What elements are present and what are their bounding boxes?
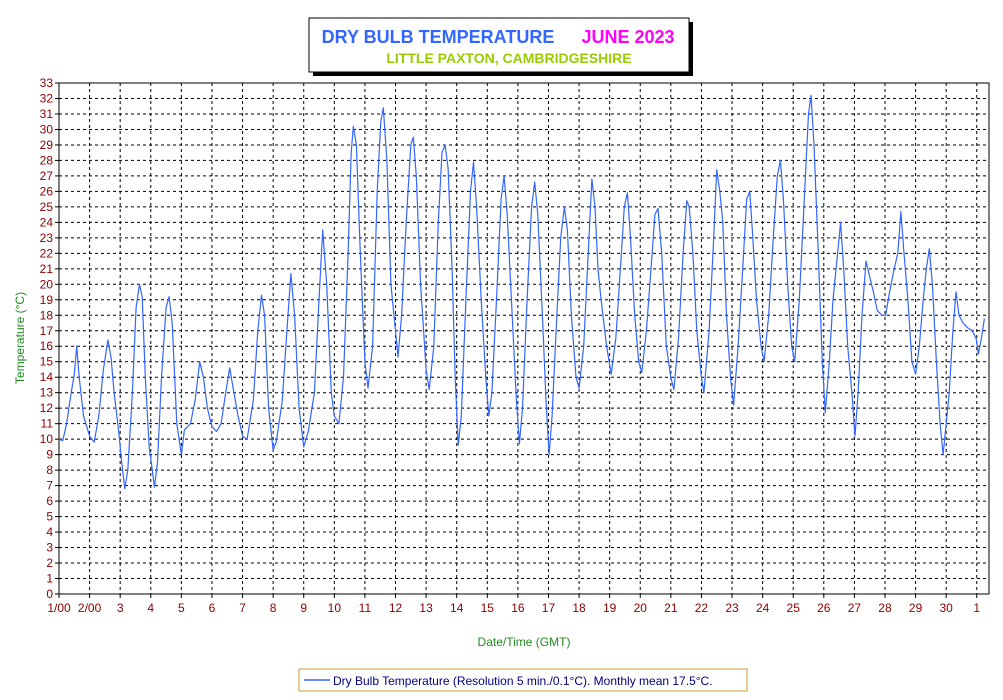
y-tick-label: 8 (46, 463, 53, 477)
y-tick-label: 7 (46, 479, 53, 493)
y-tick-label: 13 (40, 386, 54, 400)
x-tick-label: 30 (939, 601, 953, 615)
series-line-dry-bulb-temperature (58, 94, 985, 490)
x-tick-label: 12 (389, 601, 403, 615)
y-tick-label: 14 (40, 370, 54, 384)
x-tick-label: 19 (603, 601, 617, 615)
y-tick-label: 31 (40, 107, 54, 121)
x-tick-label: 11 (359, 601, 372, 615)
title-box-frame (308, 17, 690, 73)
x-tick-label: 8 (270, 601, 277, 615)
x-tick-label: 4 (147, 601, 154, 615)
y-tick-label: 33 (40, 76, 54, 90)
y-tick-label: 15 (40, 355, 54, 369)
y-tick-label: 25 (40, 200, 54, 214)
x-tick-label: 1/00 (47, 601, 71, 615)
x-tick-label: 9 (300, 601, 307, 615)
x-tick-label: 22 (695, 601, 709, 615)
x-tick-label: 17 (542, 601, 556, 615)
x-tick-label: 21 (664, 601, 678, 615)
chart-title-period: JUNE 2023 (581, 27, 674, 47)
y-tick-label: 5 (46, 510, 53, 524)
y-tick-label: 18 (40, 308, 54, 322)
y-tick-label: 20 (40, 277, 54, 291)
x-tick-label: 16 (511, 601, 525, 615)
x-tick-label: 14 (450, 601, 464, 615)
x-tick-label: 20 (634, 601, 648, 615)
grid-lines (59, 83, 989, 594)
chart-subtitle: LITTLE PAXTON, CAMBRIDGESHIRE (386, 50, 631, 66)
y-tick-label: 11 (41, 417, 54, 431)
y-tick-label: 10 (40, 432, 54, 446)
y-tick-label: 29 (40, 138, 54, 152)
y-axis-ticks: 0123456789101112131415161718192021222324… (40, 76, 59, 601)
x-tick-label: 27 (848, 601, 862, 615)
legend-entry: Dry Bulb Temperature (Resolution 5 min./… (333, 674, 713, 688)
y-tick-label: 3 (46, 541, 53, 555)
x-tick-label: 25 (787, 601, 801, 615)
y-tick-label: 26 (40, 184, 54, 198)
title-box: DRY BULB TEMPERATURE JUNE 2023 LITTLE PA… (308, 17, 693, 76)
x-tick-label: 29 (909, 601, 923, 615)
y-tick-label: 0 (46, 587, 53, 601)
x-tick-label: 2/00 (78, 601, 102, 615)
y-tick-label: 24 (40, 215, 54, 229)
y-tick-label: 32 (40, 91, 54, 105)
x-tick-label: 18 (572, 601, 586, 615)
x-tick-label: 7 (239, 601, 246, 615)
x-tick-label: 10 (328, 601, 342, 615)
legend: Dry Bulb Temperature (Resolution 5 min./… (298, 668, 748, 692)
y-tick-label: 17 (40, 324, 54, 338)
chart-title: DRY BULB TEMPERATURE (322, 27, 555, 47)
x-axis-ticks: 1/00 2/00 3 4 5 6 7 8 9 10 11 12 13 14 15 16 17 18 19 20 21 2… (47, 594, 980, 615)
x-axis-title: Date/Time (GMT) (478, 635, 571, 649)
legend-frame (298, 668, 748, 692)
x-tick-label: 26 (817, 601, 831, 615)
x-tick-label: 15 (481, 601, 495, 615)
y-tick-label: 1 (46, 572, 53, 586)
y-tick-label: 12 (40, 401, 54, 415)
y-tick-label: 28 (40, 153, 54, 167)
y-tick-label: 4 (46, 525, 53, 539)
x-tick-label: 5 (178, 601, 185, 615)
y-tick-label: 9 (46, 448, 53, 462)
y-tick-label: 30 (40, 122, 54, 136)
y-tick-label: 22 (40, 246, 54, 260)
y-tick-label: 2 (46, 556, 53, 570)
x-tick-label: 6 (209, 601, 216, 615)
y-tick-label: 21 (40, 262, 54, 276)
y-axis-title: Temperature (°C) (13, 292, 27, 384)
x-tick-label: 3 (117, 601, 124, 615)
y-tick-label: 16 (40, 339, 54, 353)
y-tick-label: 19 (40, 293, 54, 307)
plot-area (58, 82, 990, 595)
x-tick-label: 24 (756, 601, 770, 615)
x-tick-label: 1 (973, 601, 980, 615)
x-tick-label: 13 (419, 601, 433, 615)
series-layer (58, 94, 985, 490)
x-tick-label: 23 (725, 601, 739, 615)
y-tick-label: 23 (40, 231, 54, 245)
y-tick-label: 27 (40, 169, 54, 183)
y-tick-label: 6 (46, 494, 53, 508)
x-tick-label: 28 (878, 601, 892, 615)
